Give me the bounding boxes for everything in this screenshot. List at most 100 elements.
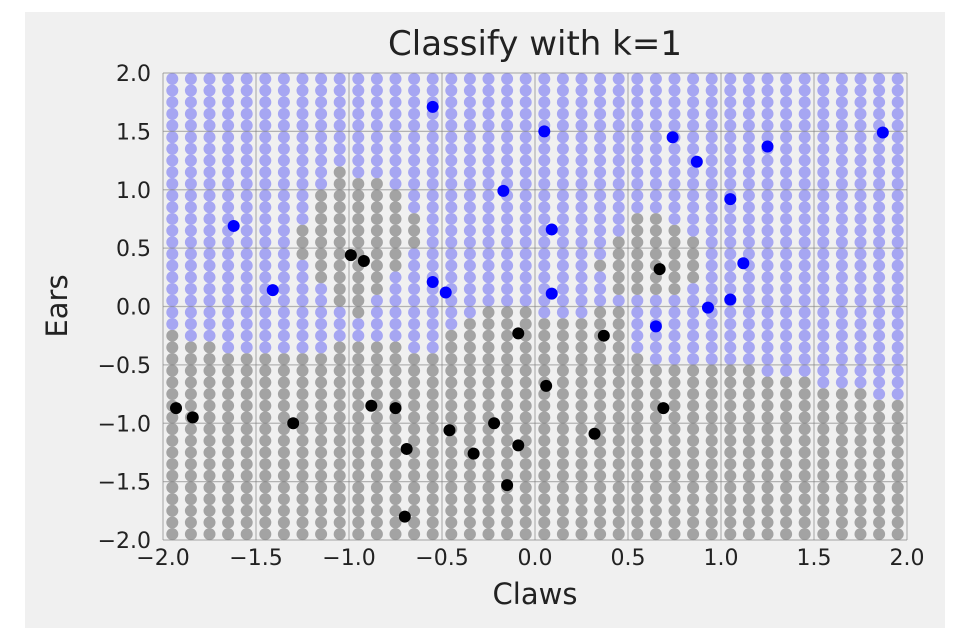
grid-cell [705,271,718,284]
grid-cell [612,423,625,436]
grid-cell [742,469,755,482]
grid-cell [742,84,755,97]
grid-cell [463,411,476,424]
grid-cell [370,96,383,109]
grid-cell [315,481,328,494]
grid-cell [333,423,346,436]
grid-cell [315,72,328,85]
grid-cell [780,516,793,529]
grid-cell [631,318,644,331]
grid-cell [612,201,625,214]
grid-cell [259,294,272,307]
grid-cell [631,504,644,517]
grid-cell [780,212,793,225]
grid-cell [482,142,495,155]
grid-cell [649,376,662,389]
grid-cell [705,282,718,295]
grid-cell [798,84,811,97]
grid-cell [649,154,662,167]
grid-cell [835,481,848,494]
grid-cell [240,119,253,132]
grid-cell [463,247,476,260]
grid-cell [705,411,718,424]
grid-cell [389,376,402,389]
grid-cell [538,154,551,167]
grid-cell [835,388,848,401]
grid-cell [835,446,848,459]
grid-cell [352,107,365,120]
grid-cell [761,458,774,471]
grid-cell [873,388,886,401]
grid-cell [594,353,607,366]
grid-cell [222,411,235,424]
grid-cell [575,388,588,401]
grid-cell [835,177,848,190]
grid-cell [352,131,365,144]
grid-cell [854,399,867,412]
grid-cell [835,247,848,260]
grid-cell [612,434,625,447]
grid-cell [835,306,848,319]
grid-cell [817,177,830,190]
grid-cell [519,493,532,506]
grid-cell [482,224,495,237]
grid-cell [445,177,458,190]
grid-cell [724,329,737,342]
grid-cell [556,399,569,412]
grid-cell [575,446,588,459]
grid-cell [724,458,737,471]
x-axis-ticks: −2.0 −1.5 −1.0 −0.5 0.0 0.5 1.0 1.5 2.0 [136,546,924,571]
grid-cell [259,364,272,377]
grid-cell [705,423,718,436]
grid-cell [761,294,774,307]
grid-cell [594,189,607,202]
grid-cell [333,282,346,295]
grid-cell [426,236,439,249]
grid-cell [761,72,774,85]
grid-cell [668,469,681,482]
grid-cell [761,528,774,541]
grid-cell [705,516,718,529]
grid-cell [668,224,681,237]
grid-cell [352,469,365,482]
grid-cell [519,177,532,190]
grid-cell [854,177,867,190]
grid-cell [687,516,700,529]
grid-cell [333,411,346,424]
grid-cell [296,72,309,85]
grid-cell [352,282,365,295]
grid-cell [315,236,328,249]
grid-cell [798,177,811,190]
grid-cell [668,458,681,471]
grid-cell [724,166,737,179]
grid-cell [724,131,737,144]
grid-cell [482,72,495,85]
grid-cell [742,189,755,202]
grid-cell [333,177,346,190]
grid-cell [631,341,644,354]
grid-cell [724,469,737,482]
grid-cell [519,353,532,366]
grid-cell [724,399,737,412]
grid-cell [277,96,290,109]
grid-cell [575,236,588,249]
grid-cell [184,353,197,366]
grid-cell [463,72,476,85]
grid-cell [538,469,551,482]
grid-cell [352,271,365,284]
grid-cell [649,516,662,529]
grid-cell [389,224,402,237]
grid-cell [277,119,290,132]
gridlines [162,72,908,541]
grid-cell [538,411,551,424]
grid-cell [203,154,216,167]
grid-cell [501,423,514,436]
grid-cell [463,177,476,190]
grid-cell [445,154,458,167]
grid-cell [315,446,328,459]
grid-cell [370,259,383,272]
grid-cell [463,329,476,342]
grid-cell [873,154,886,167]
grid-cell [389,201,402,214]
grid-cell [445,236,458,249]
